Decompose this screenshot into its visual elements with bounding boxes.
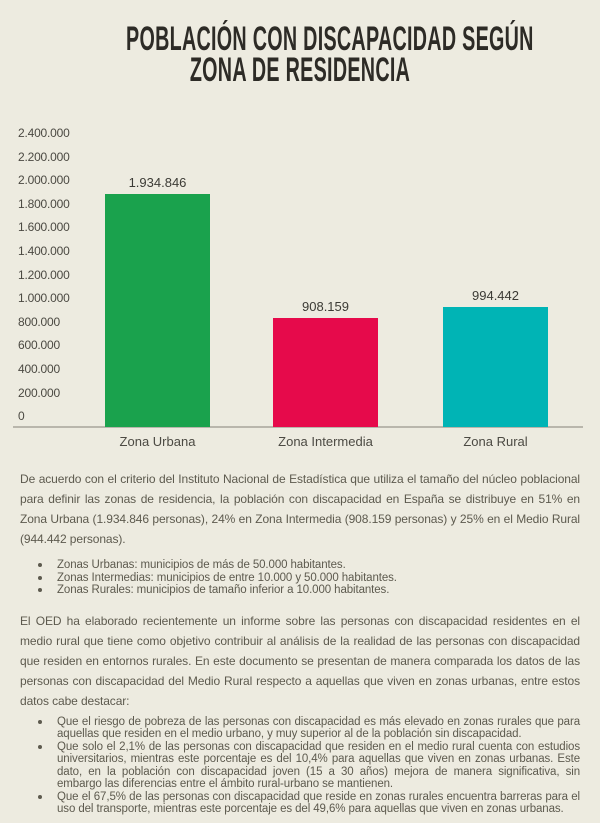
list-item: Zonas Rurales: municipios de tamaño infe… (20, 584, 580, 597)
list-item-text: Que el 67,5% de las personas con discapa… (57, 790, 580, 816)
x-axis-category-label-zona-urbana: Zona Urbana (119, 434, 196, 449)
y-axis-tick-label: 2.400.000 (18, 126, 70, 140)
y-axis-tick-label: 200.000 (18, 385, 60, 400)
y-axis-tick-label: 2.200.000 (18, 149, 70, 164)
x-axis-line (13, 426, 583, 428)
y-axis-tick-label: 1.400.000 (18, 244, 70, 258)
bar-value-label-zona-intermedia: 908.159 (302, 299, 349, 314)
report-paragraph: El OED ha elaborado recientemente un inf… (20, 613, 580, 708)
y-axis-tick-label: 800.000 (18, 314, 60, 329)
list-item-text: Que el riesgo de pobreza de las personas… (57, 715, 580, 741)
y-axis-tick-label: 1.800.000 (18, 196, 70, 211)
intro-paragraph: De acuerdo con el criterio del Instituto… (20, 472, 580, 546)
list-item: Zonas Intermedias: municipios de entre 1… (20, 572, 580, 585)
list-item: Que el riesgo de pobreza de las personas… (20, 716, 580, 741)
bullet-dot (38, 575, 42, 580)
page-title-line-1: POBLACIÓN CON DISCAPACIDAD SEGÚN (126, 20, 534, 58)
zone-definitions-list: Zonas Urbanas: municipios de más de 50.0… (20, 559, 580, 597)
list-item-text: Zonas Intermedias: municipios de entre 1… (57, 571, 397, 584)
page-title: POBLACIÓN CON DISCAPACIDAD SEGÚN ZONA DE… (0, 20, 600, 89)
article-text: De acuerdo con el criterio del Instituto… (20, 469, 580, 816)
y-axis-tick-label: 600.000 (18, 338, 60, 353)
x-axis-category-label-zona-rural: Zona Rural (463, 434, 528, 449)
bullet-dot (38, 744, 42, 749)
report-highlights-list: Que el riesgo de pobreza de las personas… (20, 716, 580, 816)
bar-zona-urbana (105, 194, 210, 427)
y-axis-tick-label: 1.000.000 (18, 291, 70, 306)
y-axis-tick-label: 1.200.000 (18, 267, 70, 282)
y-axis-tick-label: 0 (18, 409, 25, 424)
list-item-text: Que solo el 2,1% de las personas con dis… (57, 740, 580, 791)
y-axis-tick-label: 2.000.000 (18, 173, 70, 188)
list-item-text: Zonas Urbanas: municipios de más de 50.0… (57, 559, 346, 571)
page-title-line-2: ZONA DE RESIDENCIA (189, 51, 411, 89)
x-axis-category-label-zona-intermedia: Zona Intermedia (278, 434, 373, 449)
bar-chart: 2.400.000 2.200.000 2.000.000 1.800.000 1.60… (0, 125, 600, 465)
y-axis-tick-label: 400.000 (18, 362, 60, 376)
bar-zona-rural (443, 307, 548, 427)
list-item: Zonas Urbanas: municipios de más de 50.0… (20, 559, 580, 572)
bar-zona-intermedia (273, 318, 378, 427)
list-item-text: Zonas Rurales: municipios de tamaño infe… (57, 584, 390, 596)
bullet-dot (38, 588, 42, 592)
bullet-dot (38, 563, 42, 567)
y-axis-tick-label: 1.600.000 (18, 220, 70, 235)
bar-value-label-zona-rural: 994.442 (472, 288, 519, 303)
bullet-dot (38, 719, 42, 724)
bullet-dot (38, 794, 42, 799)
list-item: Que solo el 2,1% de las personas con dis… (20, 741, 580, 791)
bar-value-label-zona-urbana: 1.934.846 (128, 175, 187, 190)
list-item: Que el 67,5% de las personas con discapa… (20, 791, 580, 816)
